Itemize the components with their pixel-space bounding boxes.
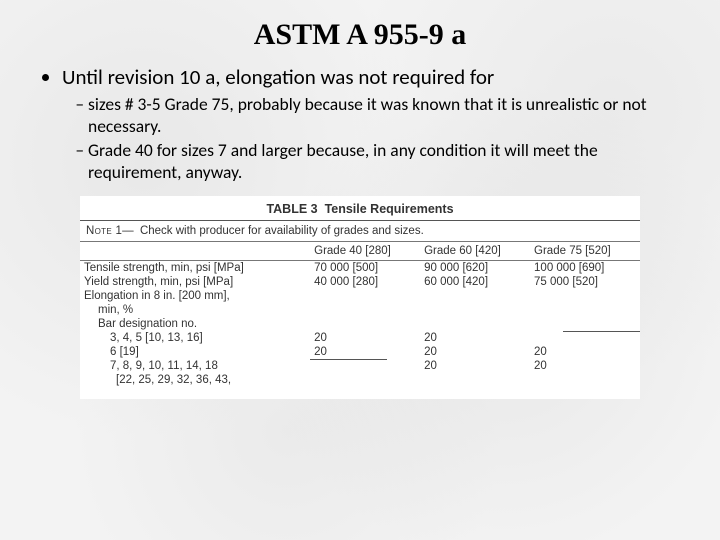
- cell: [530, 373, 640, 387]
- row-label: 7, 8, 9, 10, 11, 14, 18: [80, 359, 310, 373]
- bullet-list-level1: Until revision 10 a, elongation was not …: [30, 64, 690, 184]
- row-label: Yield strength, min, psi [MPa]: [80, 275, 310, 289]
- table-header-cell: Grade 60 [420]: [420, 242, 530, 261]
- cell: [310, 359, 420, 373]
- cell: 75 000 [520]: [530, 275, 640, 289]
- cell: 20: [530, 359, 640, 373]
- table-header-row: Grade 40 [280] Grade 60 [420] Grade 75 […: [80, 242, 640, 261]
- table-row: Elongation in 8 in. [200 mm],: [80, 289, 640, 303]
- table-row: 6 [19] 20 20 20: [80, 345, 640, 359]
- bullet-level2-item: Grade 40 for sizes 7 and larger because,…: [88, 140, 690, 184]
- table-row: Yield strength, min, psi [MPa] 40 000 [2…: [80, 275, 640, 289]
- cell: 20: [530, 345, 640, 359]
- table-row: 3, 4, 5 [10, 13, 16] 20 20: [80, 331, 640, 345]
- cell: 20: [310, 345, 420, 359]
- bullet-level1-item: Until revision 10 a, elongation was not …: [62, 64, 690, 184]
- table-caption-number: TABLE 3: [266, 202, 317, 216]
- cell: 40 000 [280]: [310, 275, 420, 289]
- row-label: min, %: [80, 303, 310, 317]
- cell: 20: [420, 331, 530, 345]
- table-data: Grade 40 [280] Grade 60 [420] Grade 75 […: [80, 242, 640, 387]
- table-note: Note 1— Check with producer for availabi…: [80, 220, 640, 242]
- bullet-level1-text: Until revision 10 a, elongation was not …: [62, 64, 494, 90]
- cell: [530, 331, 640, 345]
- cell: [310, 373, 420, 387]
- bullet-level2-item: sizes # 3-5 Grade 75, probably because i…: [88, 94, 690, 138]
- table-row: Bar designation no.: [80, 317, 640, 331]
- table-note-label: Note 1—: [86, 225, 134, 237]
- tensile-table: TABLE 3 Tensile Requirements Note 1— Che…: [80, 196, 640, 399]
- cell: 20: [310, 331, 420, 345]
- row-label: Tensile strength, min, psi [MPa]: [80, 260, 310, 275]
- row-label: [22, 25, 29, 32, 36, 43,: [80, 373, 310, 387]
- table-row: Tensile strength, min, psi [MPa] 70 000 …: [80, 260, 640, 275]
- cell-text: 20: [314, 346, 327, 358]
- cell: 100 000 [690]: [530, 260, 640, 275]
- slide-root: ASTM A 955-9 a Until revision 10 a, elon…: [0, 0, 720, 540]
- table-caption: TABLE 3 Tensile Requirements: [80, 202, 640, 216]
- page-title: ASTM A 955-9 a: [30, 18, 690, 52]
- cell: 20: [420, 345, 530, 359]
- cell: 90 000 [620]: [420, 260, 530, 275]
- cell: [420, 373, 530, 387]
- table-row: [22, 25, 29, 32, 36, 43,: [80, 373, 640, 387]
- row-label: 3, 4, 5 [10, 13, 16]: [80, 331, 310, 345]
- row-label: Elongation in 8 in. [200 mm],: [80, 289, 310, 303]
- cell: 60 000 [420]: [420, 275, 530, 289]
- row-label: 6 [19]: [80, 345, 310, 359]
- table-header-cell: Grade 75 [520]: [530, 242, 640, 261]
- table-header-cell: Grade 40 [280]: [310, 242, 420, 261]
- table-note-text: Check with producer for availability of …: [140, 225, 424, 237]
- cell: 20: [420, 359, 530, 373]
- table-caption-title: Tensile Requirements: [325, 202, 454, 216]
- partial-rule: [310, 359, 387, 360]
- partial-rule: [563, 331, 640, 332]
- table-row: 7, 8, 9, 10, 11, 14, 18 20 20: [80, 359, 640, 373]
- cell: 70 000 [500]: [310, 260, 420, 275]
- row-label: Bar designation no.: [80, 317, 310, 331]
- table-header-cell: [80, 242, 310, 261]
- table-row: min, %: [80, 303, 640, 317]
- bullet-list-level2: sizes # 3-5 Grade 75, probably because i…: [62, 94, 690, 184]
